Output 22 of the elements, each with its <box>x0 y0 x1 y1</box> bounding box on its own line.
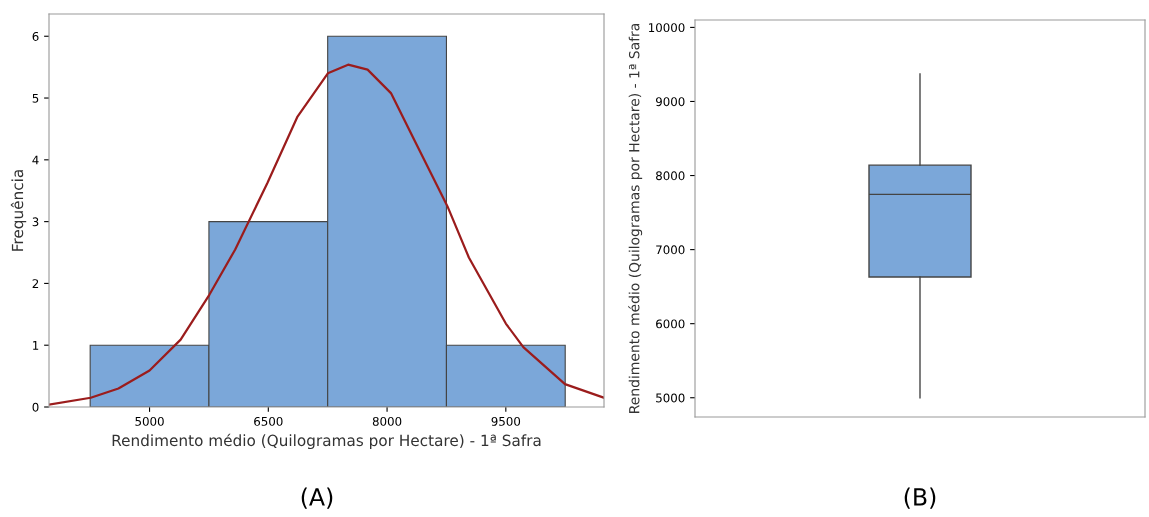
y-tick-label: 5 <box>32 93 39 103</box>
y-axis-title: Frequência <box>10 170 27 251</box>
y-tick-label: 6000 <box>656 319 685 329</box>
y-tick-label: 10000 <box>649 23 685 33</box>
y-tick-label: 0 <box>32 402 39 412</box>
text: (B) <box>904 487 936 509</box>
x-tick-label: 8000 <box>372 416 402 426</box>
y-tick-label: 3 <box>32 217 39 227</box>
x-tick-label: 6500 <box>254 416 283 426</box>
y-tick-label: 8000 <box>656 171 685 181</box>
y-tick-label: 7000 <box>656 245 685 255</box>
y-tick-label: 1 <box>33 341 39 350</box>
y-tick-label: 4 <box>32 155 39 165</box>
y-tick-label: 2 <box>32 279 39 288</box>
y-axis-title: Rendimento médio (Quilogramas por Hectare) - 1ª Safra <box>628 24 643 413</box>
y-tick-label: 5000 <box>656 393 685 403</box>
x-tick-label: 9500 <box>491 416 521 426</box>
y-tick-label: 6 <box>32 31 39 41</box>
y-tick-label: 9000 <box>655 97 685 107</box>
x-tick-label: 5000 <box>135 416 164 426</box>
x-axis-title: Rendimento médio (Quilogramas por Hectare) - 1ª Safra <box>112 433 541 450</box>
text: (A) <box>301 487 333 509</box>
